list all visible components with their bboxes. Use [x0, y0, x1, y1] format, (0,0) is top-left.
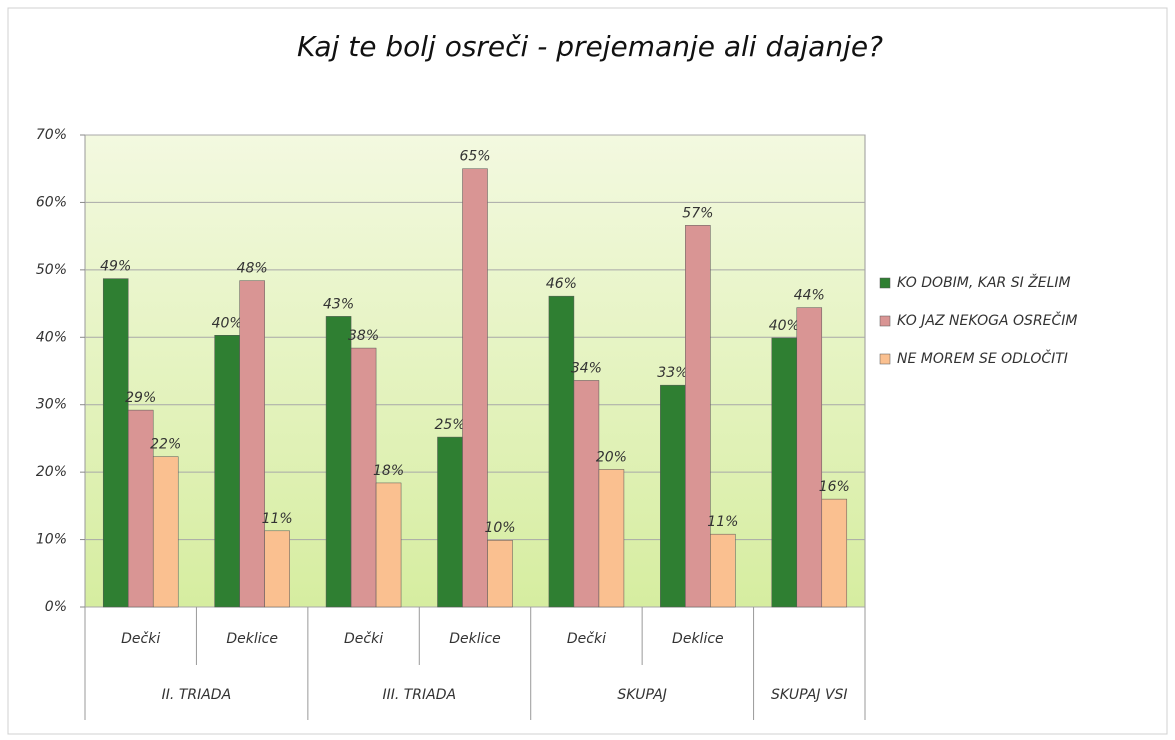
bar — [325, 316, 352, 608]
bar — [573, 380, 600, 608]
y-tick-label: 30% — [36, 397, 67, 413]
y-tick-label: 50% — [36, 262, 67, 278]
data-label: 10% — [484, 520, 515, 536]
bar — [598, 469, 625, 608]
bar — [214, 335, 240, 608]
data-label: 25% — [434, 417, 465, 433]
data-label: 65% — [459, 149, 490, 165]
x-tick-label: Dečki — [121, 631, 160, 647]
y-tick-label: 40% — [36, 329, 67, 345]
bar — [796, 307, 823, 608]
bar — [152, 456, 179, 608]
y-tick-label: 60% — [36, 194, 67, 210]
bar — [102, 278, 129, 608]
data-label: 18% — [373, 463, 404, 479]
bar — [660, 384, 686, 608]
data-label: 38% — [348, 328, 379, 344]
data-label: 49% — [100, 259, 131, 275]
legend-label: KO DOBIM, KAR SI ŽELIM — [897, 273, 1071, 291]
bar — [710, 533, 736, 608]
data-label: 44% — [794, 288, 825, 304]
bar — [375, 482, 402, 608]
data-label: 46% — [546, 276, 577, 292]
legend-label: NE MOREM SE ODLOČITI — [897, 349, 1068, 367]
legend-swatch — [879, 277, 891, 289]
group-label: SKUPAJ — [617, 687, 667, 703]
data-label: 34% — [571, 360, 602, 376]
bar — [487, 539, 513, 608]
bar — [437, 436, 463, 608]
data-label: 43% — [323, 296, 354, 312]
y-tick-label: 70% — [36, 127, 67, 143]
bar — [685, 225, 711, 608]
y-tick-label: 10% — [36, 532, 67, 548]
data-label: 57% — [682, 205, 713, 221]
data-label: 16% — [819, 479, 850, 495]
legend-swatch — [879, 353, 891, 365]
data-label: 40% — [212, 315, 243, 331]
bar — [462, 168, 488, 608]
x-tick-label: Dečki — [567, 631, 606, 647]
bar — [127, 409, 154, 608]
group-label: III. TRIADA — [382, 687, 456, 703]
group-label: SKUPAJ VSI — [771, 687, 848, 703]
chart-title: Kaj te bolj osreči - prejemanje ali daja… — [297, 30, 883, 63]
y-tick-label: 0% — [45, 599, 67, 615]
data-label: 29% — [125, 390, 156, 406]
data-label: 11% — [707, 514, 738, 530]
bar — [350, 347, 377, 608]
x-tick-label: Deklice — [226, 631, 278, 647]
data-label: 22% — [150, 437, 181, 453]
legend-swatch — [879, 315, 891, 327]
bar — [771, 337, 798, 608]
x-tick-label: Dečki — [344, 631, 383, 647]
legend-label: KO JAZ NEKOGA OSREČIM — [897, 311, 1078, 329]
data-label: 33% — [657, 365, 688, 381]
group-label: II. TRIADA — [162, 687, 232, 703]
bar — [821, 498, 848, 608]
data-label: 48% — [237, 261, 268, 277]
bar — [264, 530, 290, 608]
bar — [548, 295, 575, 608]
data-label: 20% — [596, 449, 627, 465]
bar — [239, 280, 265, 608]
x-tick-label: Deklice — [672, 631, 724, 647]
y-tick-label: 20% — [36, 464, 67, 480]
x-tick-label: Deklice — [449, 631, 501, 647]
data-label: 40% — [769, 318, 800, 334]
data-label: 11% — [262, 511, 293, 527]
